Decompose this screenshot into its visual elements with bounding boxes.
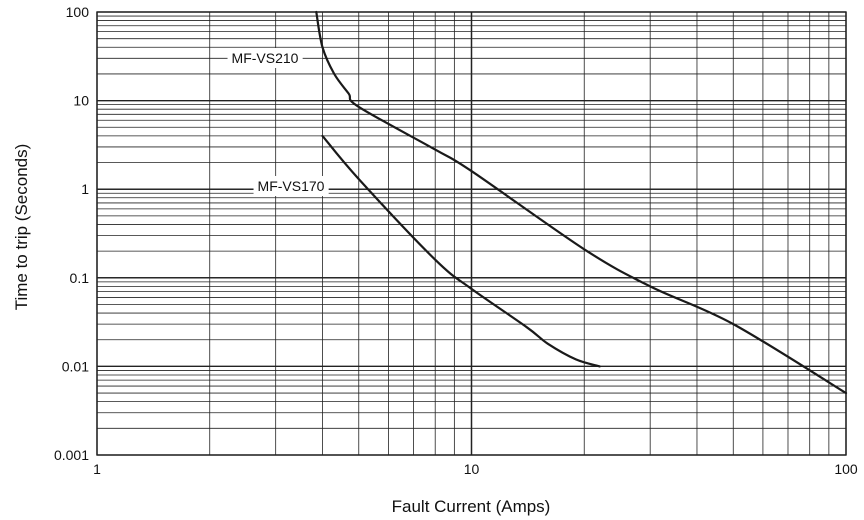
y-tick-label: 10 bbox=[73, 93, 89, 109]
y-tick-label: 1 bbox=[81, 181, 89, 197]
series-line-1 bbox=[315, 10, 848, 395]
tick-labels: 0.001 0.01 0.1 1 10 100 1 10 100 bbox=[54, 4, 858, 477]
series-label-2: MF-VS170 bbox=[258, 178, 325, 194]
y-tick-label: 100 bbox=[66, 4, 90, 20]
y-tick-label: 0.01 bbox=[62, 358, 89, 374]
series-label-background bbox=[227, 48, 303, 68]
series-labels: MF-VS210 MF-VS170 bbox=[227, 48, 329, 196]
y-tick-label: 0.1 bbox=[70, 270, 90, 286]
x-tick-label: 1 bbox=[93, 461, 101, 477]
series-label-background bbox=[253, 176, 329, 196]
x-tick-label: 10 bbox=[464, 461, 480, 477]
y-axis-title: Time to trip (Seconds) bbox=[12, 144, 31, 311]
x-axis-title: Fault Current (Amps) bbox=[392, 497, 551, 516]
series-label-1: MF-VS210 bbox=[232, 50, 299, 66]
grid-lines bbox=[96, 11, 847, 456]
series-lines bbox=[315, 10, 848, 395]
plot-frame bbox=[96, 11, 847, 456]
x-tick-label: 100 bbox=[834, 461, 858, 477]
series-line-2 bbox=[321, 134, 601, 368]
y-tick-label: 0.001 bbox=[54, 447, 89, 463]
